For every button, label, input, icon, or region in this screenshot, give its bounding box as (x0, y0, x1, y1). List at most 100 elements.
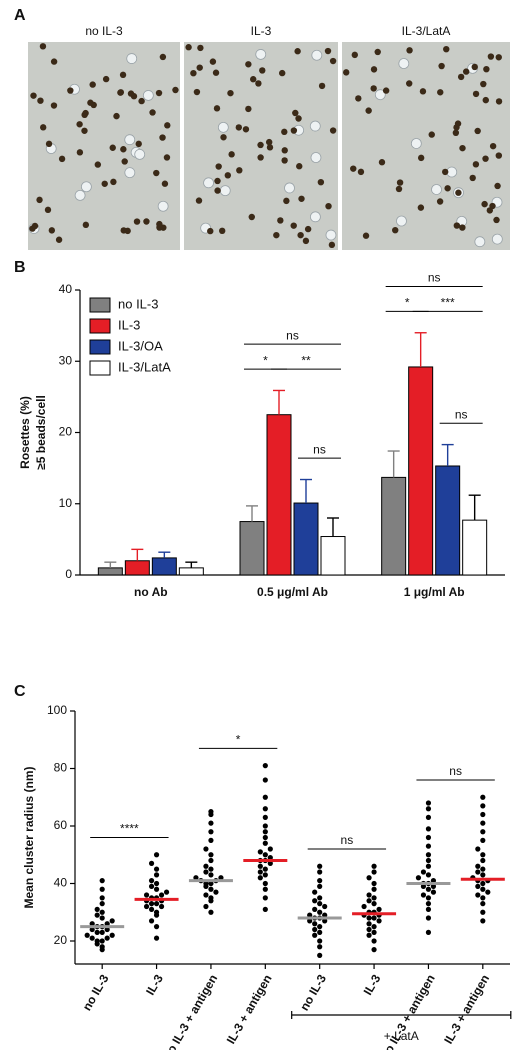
bead (495, 152, 503, 159)
bead (365, 107, 372, 114)
legend-label: IL-3/OA (118, 338, 163, 353)
data-point (425, 834, 432, 841)
data-point (430, 878, 437, 884)
error-bar (131, 548, 144, 561)
data-point (371, 895, 377, 901)
bead (266, 144, 274, 151)
data-point (366, 932, 372, 938)
data-point (371, 880, 377, 887)
cell (474, 236, 486, 248)
bar (178, 567, 204, 576)
bead (304, 225, 312, 233)
bead (218, 227, 226, 235)
bead (292, 109, 299, 117)
bead (45, 140, 53, 148)
bead (138, 97, 145, 105)
data-point (262, 880, 268, 887)
bead (480, 80, 487, 88)
data-point (485, 889, 491, 895)
x-tick-label: IL-3 + antigen (224, 972, 275, 1046)
bead (419, 88, 427, 95)
bead (245, 61, 252, 68)
bead (248, 213, 255, 221)
data-point (148, 878, 155, 884)
bead (76, 121, 83, 128)
bead (50, 58, 58, 65)
data-point (262, 763, 268, 769)
data-point (322, 912, 328, 918)
cell (431, 184, 442, 195)
data-point (420, 869, 427, 875)
bead (487, 53, 495, 60)
data-point (262, 794, 268, 800)
y-tick-label: 40 (59, 282, 73, 296)
data-point (89, 935, 95, 941)
bead (471, 63, 478, 71)
data-point (475, 846, 481, 852)
data-point (257, 849, 263, 855)
bead (196, 64, 203, 71)
data-point (312, 926, 318, 933)
bead (81, 111, 88, 119)
x-tick-label: 1 μg/ml Ab (404, 585, 465, 599)
bead (161, 180, 169, 187)
bead (193, 88, 201, 96)
data-point (366, 892, 372, 898)
data-point (262, 852, 268, 858)
data-point (153, 901, 160, 907)
data-point (148, 883, 155, 889)
data-point (317, 938, 323, 944)
data-point (425, 826, 432, 832)
data-point (148, 918, 155, 924)
bead (87, 99, 94, 106)
bead (325, 202, 332, 210)
bead (443, 45, 450, 53)
bar (381, 476, 407, 576)
data-point (203, 880, 209, 887)
y-axis-label: ≥5 beads/cell (34, 395, 48, 470)
data-point (425, 906, 432, 912)
data-point (99, 909, 105, 915)
bead (156, 224, 163, 231)
data-point (153, 880, 160, 887)
data-point (99, 886, 105, 892)
bead (459, 224, 466, 231)
legend-label: IL-3 (118, 317, 140, 332)
data-point (366, 926, 372, 933)
bead (39, 124, 47, 131)
bead (212, 69, 220, 76)
bead (257, 154, 264, 161)
bead (302, 237, 310, 245)
bead (417, 204, 425, 211)
bar (151, 557, 177, 576)
bead (298, 195, 305, 202)
data-point (203, 846, 209, 852)
data-point (262, 906, 268, 912)
bead (290, 127, 298, 134)
data-point (148, 906, 155, 912)
bar (293, 502, 319, 576)
error-bar (327, 517, 339, 537)
data-point (158, 903, 165, 910)
legend-label: no IL-3 (118, 296, 158, 311)
bar (320, 536, 346, 576)
data-point (208, 909, 214, 915)
bead (55, 236, 63, 243)
data-point (94, 912, 100, 918)
bead (245, 105, 252, 113)
y-tick-label: 10 (59, 496, 73, 510)
bead (172, 86, 179, 94)
data-point (267, 855, 273, 861)
bead (295, 115, 302, 122)
data-point (262, 872, 268, 878)
data-point (208, 872, 214, 878)
data-point (307, 918, 313, 924)
bead (236, 167, 243, 174)
bead (121, 158, 128, 165)
bead (370, 85, 377, 92)
data-point (312, 932, 318, 938)
data-point (425, 806, 432, 812)
data-point (262, 866, 268, 872)
bar (266, 414, 292, 576)
bead (474, 127, 481, 135)
